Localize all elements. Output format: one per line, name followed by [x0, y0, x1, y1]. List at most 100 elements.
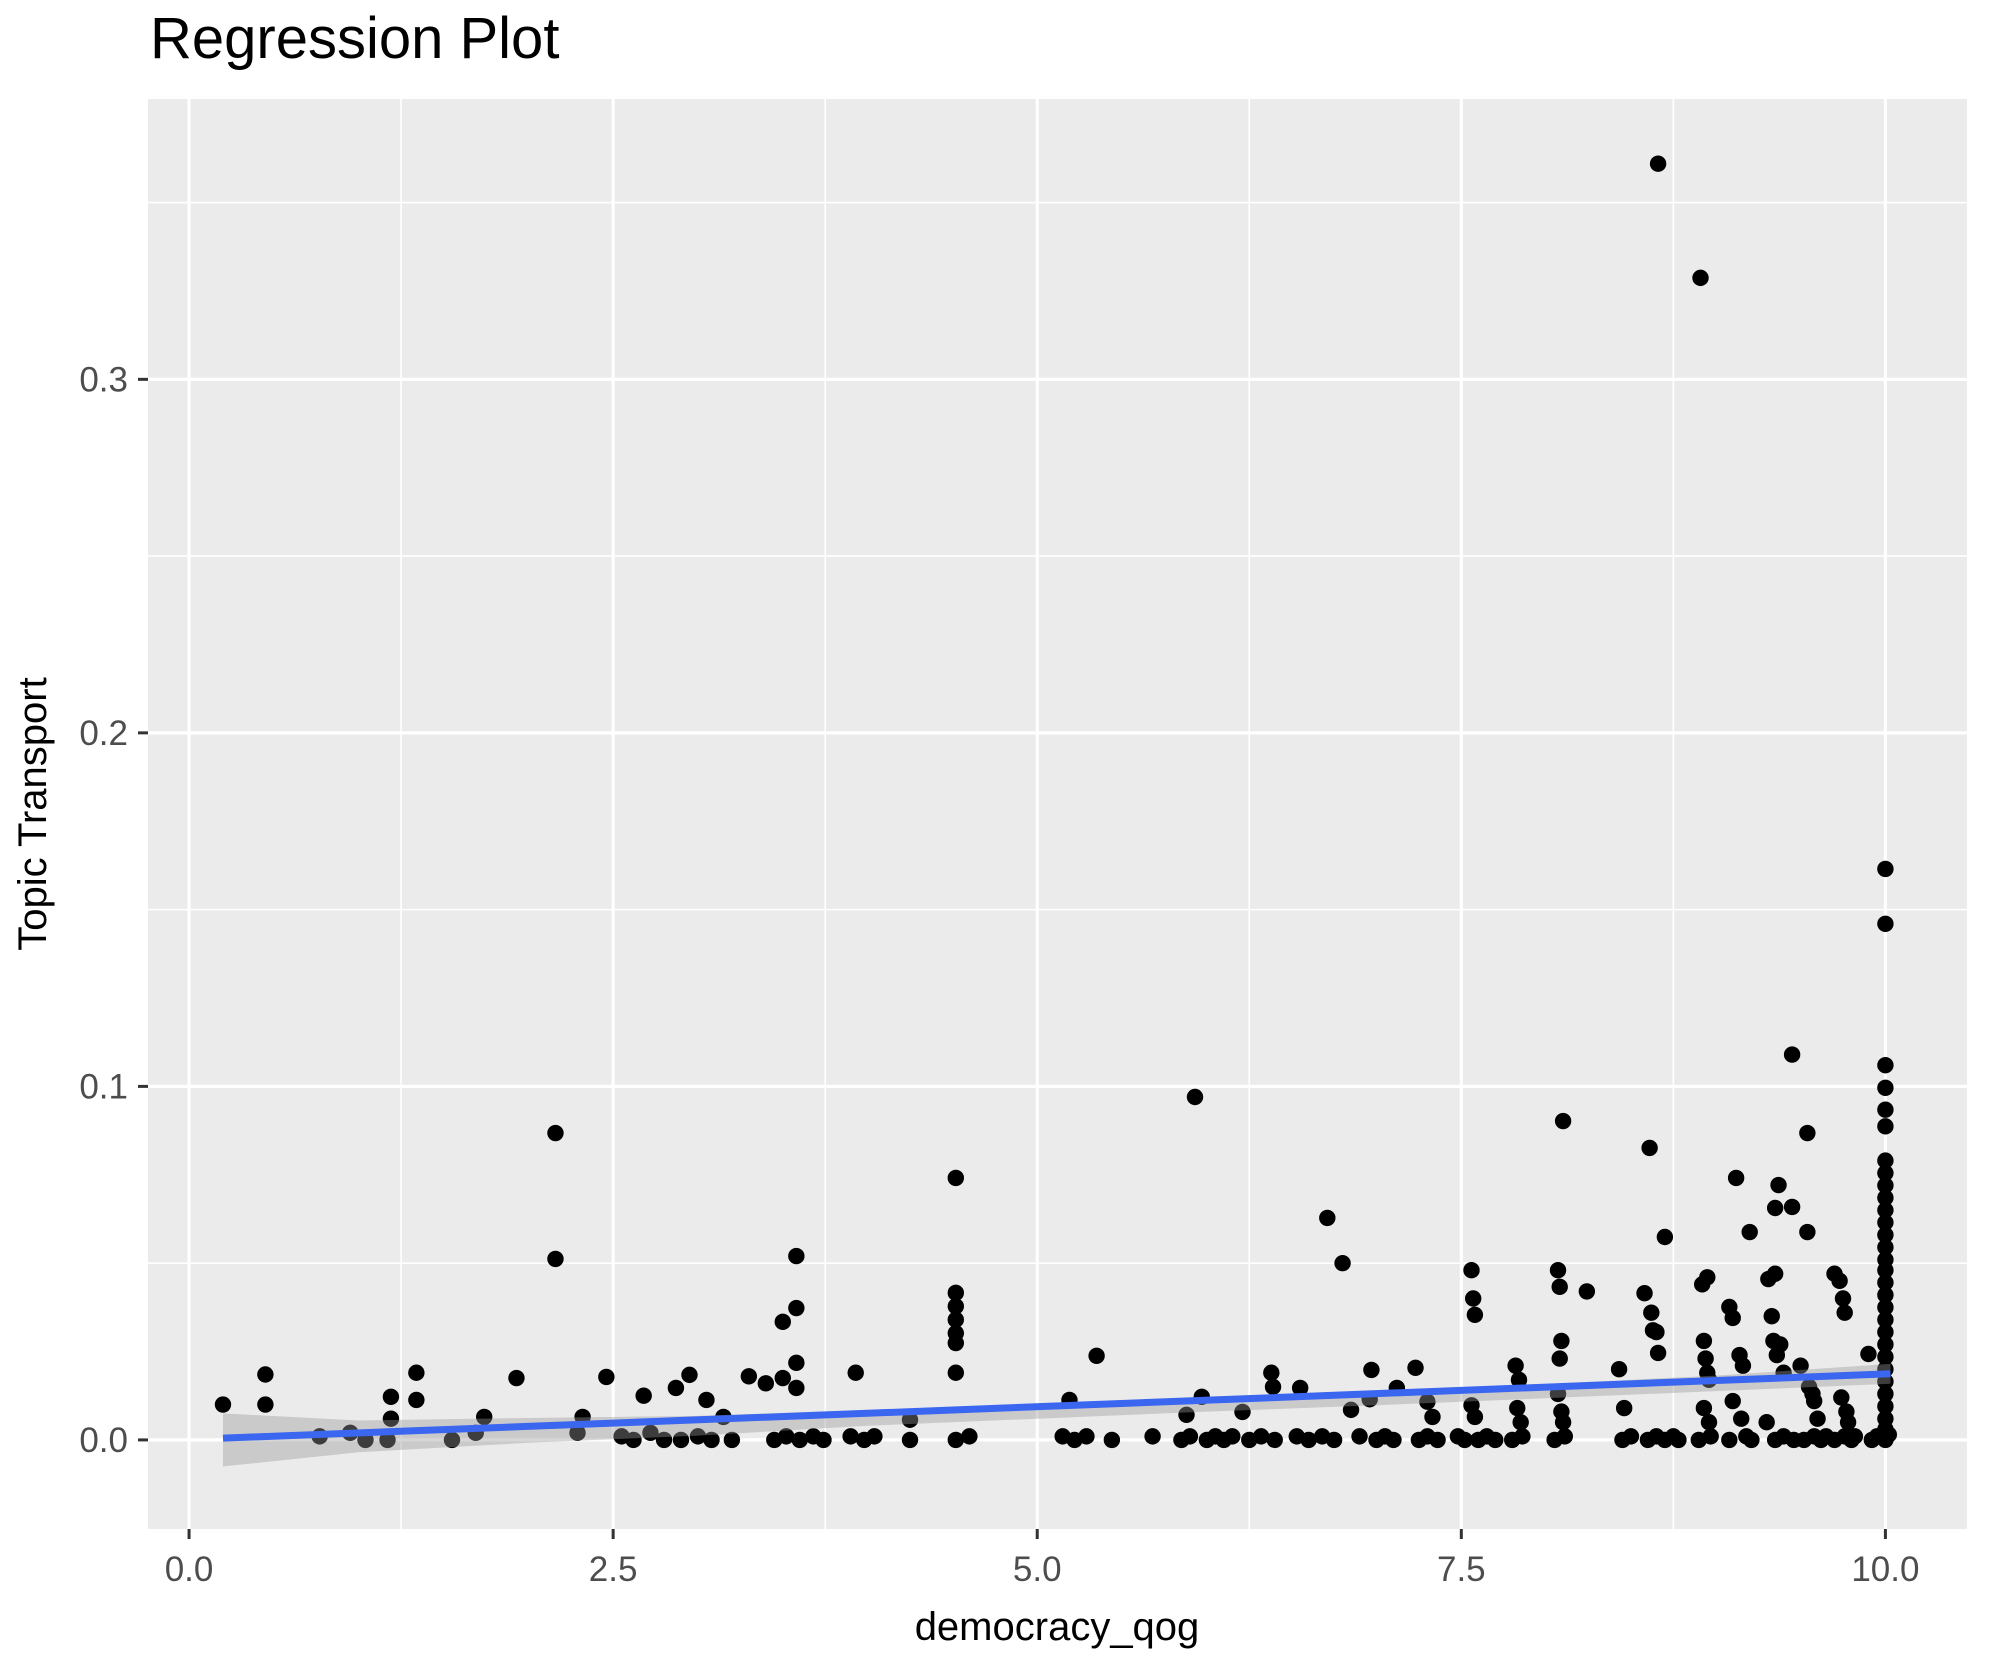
chart-title: Regression Plot — [150, 6, 559, 71]
data-point — [1186, 1088, 1204, 1106]
data-point — [1792, 1357, 1809, 1374]
data-point — [1178, 1406, 1195, 1424]
data-point — [1700, 1414, 1718, 1431]
data-point — [947, 1311, 965, 1328]
data-point — [815, 1431, 832, 1449]
data-point — [547, 1250, 564, 1268]
data-point — [1342, 1401, 1360, 1419]
data-point — [1649, 155, 1667, 172]
y-tick-labels: 0.0 0.1 0.2 0.3 — [79, 360, 128, 1460]
data-point — [1507, 1357, 1524, 1374]
x-tick-labels: 0.0 2.5 5.0 7.5 10.0 — [165, 1550, 1920, 1589]
data-point — [757, 1375, 775, 1392]
data-point — [1695, 1399, 1713, 1417]
data-point — [689, 1428, 707, 1445]
data-point — [1702, 1428, 1719, 1445]
data-point — [1464, 1290, 1482, 1307]
data-point — [1487, 1431, 1504, 1449]
plot-panel — [148, 99, 1967, 1529]
data-point — [1466, 1306, 1484, 1323]
data-point — [788, 1299, 805, 1317]
data-point — [1724, 1309, 1741, 1327]
data-point — [1877, 915, 1894, 932]
data-point — [947, 1284, 965, 1302]
data-point — [1805, 1392, 1823, 1410]
data-point — [1103, 1431, 1121, 1449]
data-point — [382, 1410, 400, 1427]
data-point — [1799, 1223, 1816, 1241]
data-point — [257, 1366, 274, 1383]
data-point — [1846, 1428, 1864, 1445]
data-point — [961, 1428, 978, 1445]
data-point — [1554, 1414, 1572, 1431]
data-point — [1088, 1347, 1105, 1364]
data-point — [257, 1396, 274, 1413]
data-point — [1877, 1398, 1894, 1415]
data-point — [1721, 1431, 1738, 1449]
data-point — [1648, 1323, 1665, 1341]
data-point — [1424, 1408, 1441, 1426]
data-point — [1263, 1364, 1280, 1381]
data-point — [1877, 1226, 1894, 1244]
data-point — [508, 1369, 525, 1387]
data-point — [1836, 1304, 1853, 1321]
data-point — [1766, 1265, 1784, 1282]
data-point — [1144, 1428, 1161, 1445]
data-point — [1763, 1307, 1780, 1325]
data-point — [1252, 1428, 1270, 1445]
data-point — [1831, 1272, 1848, 1290]
data-point — [1877, 1079, 1894, 1097]
data-point — [774, 1313, 791, 1331]
regression-line — [222, 1370, 1891, 1442]
data-point — [1877, 1286, 1894, 1304]
data-point — [842, 1428, 859, 1445]
data-point — [1880, 1426, 1897, 1443]
data-point — [1743, 1431, 1760, 1449]
x-tick-label: 2.5 — [589, 1550, 638, 1589]
data-point — [947, 1169, 965, 1187]
data-point — [1741, 1223, 1758, 1241]
data-point — [1514, 1428, 1531, 1445]
data-point — [901, 1431, 919, 1449]
data-point — [1783, 1198, 1801, 1216]
data-point — [1325, 1431, 1343, 1449]
y-tick-label: 0.2 — [79, 714, 128, 753]
data-point — [1549, 1262, 1567, 1279]
data-point — [1363, 1361, 1380, 1379]
data-point — [1264, 1378, 1282, 1396]
data-point — [1641, 1139, 1658, 1157]
data-point — [1833, 1389, 1850, 1406]
data-point — [1466, 1408, 1484, 1426]
data-point — [1334, 1254, 1351, 1272]
data-point — [947, 1431, 965, 1449]
data-point — [774, 1369, 791, 1387]
data-point — [788, 1354, 805, 1372]
data-point — [1877, 1164, 1894, 1182]
minor-gridlines — [148, 99, 1967, 1529]
data-point — [1510, 1371, 1528, 1389]
data-point — [947, 1298, 965, 1315]
data-point — [1553, 1332, 1570, 1350]
data-point — [1877, 860, 1894, 878]
data-point — [1877, 1311, 1894, 1328]
data-point — [1877, 1323, 1894, 1341]
x-tick-label: 5.0 — [1013, 1550, 1062, 1589]
data-point — [1554, 1112, 1572, 1130]
data-point — [642, 1424, 659, 1442]
data-point — [1877, 1336, 1894, 1353]
data-point — [1670, 1431, 1687, 1449]
data-point — [1877, 1101, 1894, 1118]
data-point — [791, 1431, 808, 1449]
x-tick-label: 10.0 — [1851, 1550, 1919, 1589]
data-point — [1556, 1428, 1573, 1445]
data-point — [408, 1391, 425, 1409]
data-point — [598, 1368, 615, 1386]
data-point — [1649, 1344, 1667, 1362]
data-point — [777, 1428, 795, 1445]
data-point — [1463, 1262, 1480, 1279]
data-point — [625, 1431, 642, 1449]
data-point — [1699, 1269, 1716, 1286]
data-point — [1636, 1285, 1653, 1302]
